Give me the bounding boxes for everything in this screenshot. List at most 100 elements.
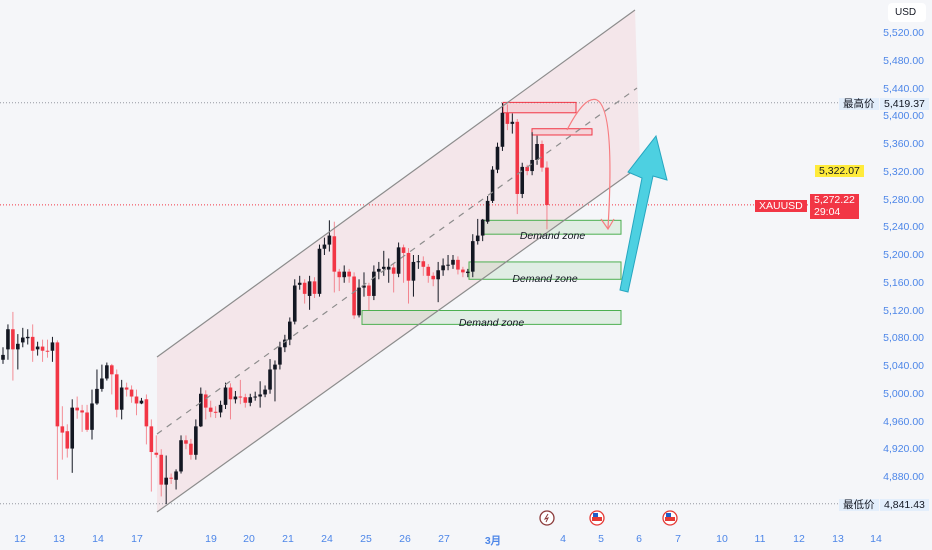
time-tick-label: 10 (716, 533, 728, 545)
low-label-tag: 最低价 (839, 499, 879, 511)
time-tick-label: 26 (399, 533, 411, 545)
currency-button[interactable]: USD (888, 3, 926, 22)
candle (381, 250, 386, 276)
demand-zone-label: Demand zone (458, 317, 525, 329)
candle (263, 385, 267, 398)
candle-body (134, 396, 139, 404)
candle-body (406, 252, 411, 281)
candle (164, 455, 168, 505)
candle-body (545, 167, 549, 206)
candle (194, 419, 198, 460)
candle-body (396, 247, 401, 274)
candle (307, 275, 312, 310)
candle-body (278, 347, 282, 365)
candle (278, 341, 282, 370)
candle (124, 382, 129, 397)
time-tick-label: 21 (282, 533, 294, 545)
candle (218, 400, 223, 418)
candle-body (416, 261, 421, 263)
candle (11, 311, 15, 381)
candle (322, 237, 327, 255)
candle (273, 360, 277, 402)
channel-lower-line (156, 165, 641, 513)
candle (461, 266, 465, 278)
candle (297, 275, 302, 290)
candle (411, 255, 416, 297)
candle (441, 258, 445, 276)
candle-body (322, 244, 327, 249)
candle-body (372, 271, 376, 296)
candle-body (377, 268, 381, 272)
lightning-event-icon[interactable] (539, 510, 555, 526)
candle (213, 406, 218, 419)
candle-body (283, 339, 287, 348)
candle-body (515, 121, 520, 194)
candle (184, 435, 188, 450)
candle-body (302, 282, 307, 294)
candle (258, 381, 262, 408)
candle (416, 255, 421, 269)
candle-body (386, 266, 391, 270)
candle (386, 258, 391, 283)
candle (40, 339, 45, 362)
candle-body (85, 412, 89, 430)
candle-body (480, 219, 485, 236)
candle (495, 142, 500, 174)
time-tick-label: 13 (53, 533, 65, 545)
price-tick-label: 5,200.00 (883, 249, 924, 261)
candle-body (1, 354, 5, 360)
candle (119, 379, 124, 420)
candle (436, 261, 440, 303)
candle (179, 435, 183, 474)
price-tick-label: 5,360.00 (883, 138, 924, 150)
candle (169, 473, 173, 484)
candle-body (119, 387, 124, 410)
candle (174, 469, 178, 490)
candle-body (189, 443, 193, 455)
candle (367, 282, 371, 311)
candle-body (169, 477, 173, 479)
candle-body (461, 269, 465, 273)
candle (480, 218, 485, 242)
candle-body (238, 396, 243, 398)
lightning-glyph (543, 513, 549, 523)
time-tick-label: 12 (14, 533, 26, 545)
price-tick-label: 4,920.00 (883, 443, 924, 456)
candle-body (95, 388, 99, 404)
candle (446, 255, 450, 271)
time-tick-label: 14 (870, 533, 882, 545)
candle (228, 383, 233, 420)
candle (401, 244, 406, 283)
candle-body (268, 369, 272, 390)
projection-arrow (566, 98, 611, 229)
price-tick-label: 5,240.00 (883, 221, 924, 234)
candle-body (30, 336, 35, 351)
candle-body (342, 271, 347, 278)
candle (45, 339, 50, 358)
candle-body (490, 169, 495, 201)
candle-body (263, 389, 267, 395)
candle-body (218, 404, 223, 413)
candle (332, 221, 337, 293)
candle (134, 389, 139, 416)
candle (500, 103, 505, 151)
time-tick-label: 17 (131, 533, 143, 545)
us-flag-event-icon[interactable] (662, 510, 678, 526)
candle (105, 362, 109, 381)
candle-body (470, 241, 475, 272)
candle-body (80, 410, 84, 413)
us-flag-event-icon[interactable] (589, 510, 605, 526)
high-value-tag: 5,419.37 (880, 98, 929, 110)
candle (70, 399, 75, 473)
candle (292, 279, 297, 325)
time-tick-label: 5 (598, 533, 604, 545)
candle-body (194, 426, 198, 455)
candle (530, 132, 534, 176)
candle (456, 256, 460, 275)
candle (149, 419, 154, 492)
candle-body (114, 374, 119, 410)
candle-body (100, 378, 104, 389)
flag-canton (666, 513, 671, 517)
high-label-tag: 最高价 (839, 98, 879, 110)
